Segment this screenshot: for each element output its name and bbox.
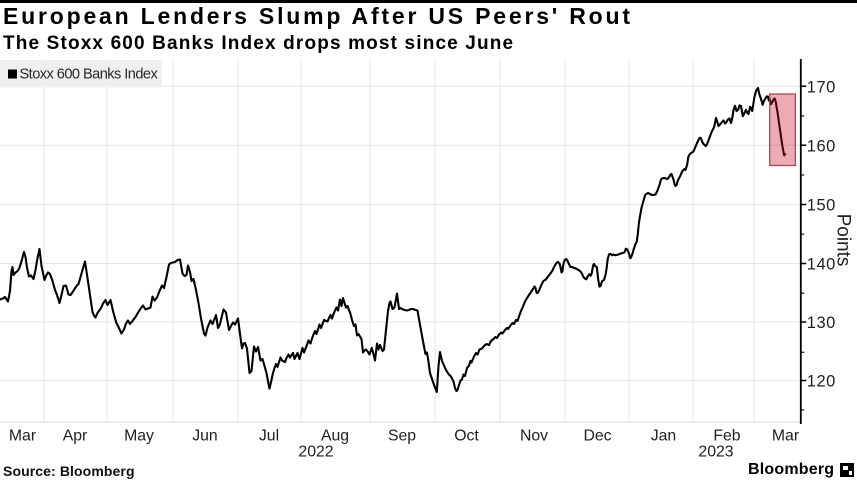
svg-text:2022: 2022 [298, 444, 333, 461]
svg-text:Oct: Oct [454, 428, 479, 445]
svg-text:Mar: Mar [772, 428, 799, 445]
svg-text:Jun: Jun [192, 428, 217, 445]
svg-text:Jan: Jan [651, 428, 676, 445]
svg-text:Nov: Nov [520, 428, 548, 445]
svg-text:Sep: Sep [388, 428, 416, 445]
svg-text:2023: 2023 [698, 444, 733, 461]
svg-text:Feb: Feb [713, 428, 740, 445]
svg-text:Aug: Aug [321, 428, 349, 445]
svg-text:Dec: Dec [583, 428, 611, 445]
svg-text:Mar: Mar [9, 428, 36, 445]
svg-text:Jul: Jul [259, 428, 279, 445]
svg-text:120: 120 [807, 373, 836, 391]
svg-text:130: 130 [807, 314, 836, 332]
svg-text:170: 170 [807, 78, 836, 96]
svg-text:Apr: Apr [63, 428, 88, 445]
svg-text:Stoxx 600 Banks Index: Stoxx 600 Banks Index [20, 67, 159, 83]
svg-text:150: 150 [807, 197, 836, 215]
svg-text:May: May [124, 428, 154, 445]
svg-text:140: 140 [807, 256, 836, 274]
svg-text:Points: Points [833, 214, 854, 267]
svg-text:160: 160 [807, 137, 836, 155]
